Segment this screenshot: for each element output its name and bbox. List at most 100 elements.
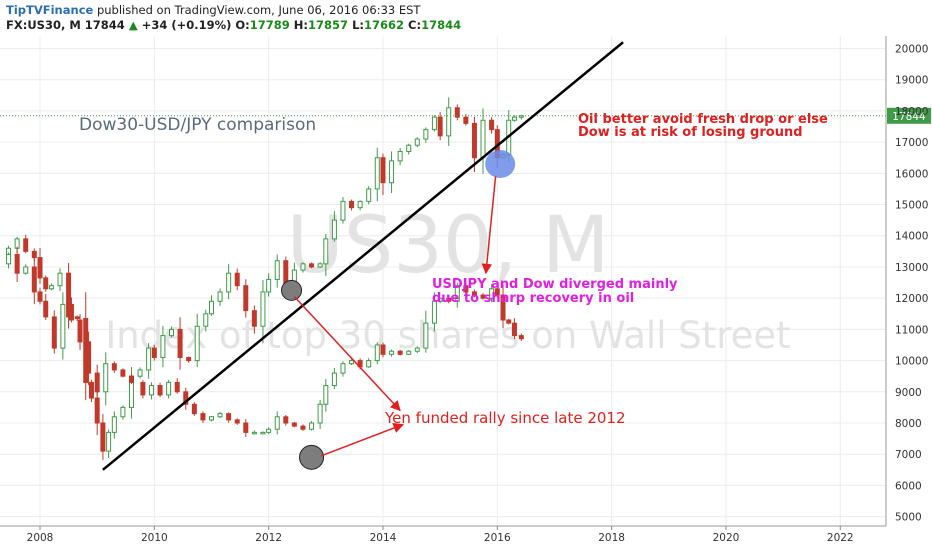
x-tick-label: 2020: [713, 532, 740, 544]
diverge-note-line-2: due to sharp recovery in oil: [432, 291, 634, 306]
dow-candle: [518, 114, 524, 120]
usdjpy-candle: [317, 399, 323, 430]
x-tick-label: 2022: [827, 532, 854, 544]
dow-candle: [66, 263, 72, 329]
usdjpy-candle-body: [234, 419, 240, 424]
dow-candle-body: [323, 238, 329, 265]
usdjpy-candle-body: [208, 416, 214, 421]
y-tick-label: 17000: [895, 137, 928, 149]
y-tick-label: 14000: [895, 231, 928, 243]
usdjpy-candle: [128, 373, 134, 385]
dow-candle: [380, 153, 386, 195]
dow-candle: [397, 147, 403, 166]
dow-candle-body: [37, 257, 43, 279]
usdjpy-candle-body: [23, 266, 29, 274]
usdjpy-candles: [6, 246, 524, 437]
usdjpy-candle-body: [317, 403, 323, 424]
dow-candle-body: [88, 381, 94, 399]
usdjpy-candle: [191, 402, 197, 416]
usdjpy-candle: [226, 412, 232, 423]
dow-candle-body: [518, 115, 524, 118]
y-tick-label: 19000: [895, 75, 928, 87]
dow-candle: [23, 234, 29, 254]
usdjpy-candle: [6, 252, 12, 269]
header-line-2: FX:US30, M 17844 ▲ +34 (+0.19%) O:17789 …: [6, 18, 461, 32]
arrow-yen-from-lower-circle: [320, 423, 404, 457]
usdjpy-candle: [217, 411, 223, 419]
dow-candle: [309, 262, 315, 269]
low-value: 17662: [364, 18, 405, 32]
usdjpy-candle-body: [217, 413, 223, 418]
usdjpy-candle-body: [480, 294, 486, 299]
dow-candle: [357, 200, 363, 211]
dow-candle: [37, 247, 43, 284]
dow-candle: [226, 264, 232, 300]
usdjpy-candle-body: [471, 291, 477, 296]
usdjpy-candle: [506, 318, 512, 325]
y-tick-label: 9000: [895, 387, 922, 399]
usdjpy-candle-body: [437, 297, 443, 302]
close-label: C:: [408, 18, 422, 32]
usdjpy-candle: [471, 289, 477, 298]
dow-candle: [437, 112, 443, 141]
dow-candle-body: [397, 150, 403, 162]
dow-candle-body: [357, 200, 363, 209]
y-tick-label: 18000: [895, 106, 928, 118]
dow-candle-body: [106, 431, 112, 452]
dow-candle-body: [340, 200, 346, 221]
usdjpy-candle: [323, 378, 329, 412]
usdjpy-candle: [260, 431, 266, 435]
dow-candle: [57, 268, 63, 291]
usdjpy-candle: [111, 361, 117, 373]
usdjpy-candle: [166, 379, 172, 399]
usdjpy-candle-body: [323, 385, 329, 405]
usdjpy-candle-body: [283, 416, 289, 424]
dow-candle-body: [423, 129, 429, 140]
dow-candle: [480, 108, 486, 174]
usdjpy-candle: [309, 421, 315, 431]
usdjpy-candle: [389, 349, 395, 357]
dow-candle-body: [203, 313, 209, 327]
dow-candle: [111, 411, 117, 439]
dow-candle: [511, 115, 517, 122]
symbol-label[interactable]: FX:US30, M: [6, 18, 81, 32]
dow-candle-body: [66, 272, 72, 318]
chart-title-annotation: Dow30-USD/JPY comparison: [79, 115, 316, 135]
dow-candle-body: [94, 397, 100, 424]
dow-candle: [389, 151, 395, 193]
blue-circle-marker: [485, 149, 516, 178]
usdjpy-candle: [37, 287, 43, 305]
dow-candle: [194, 313, 200, 368]
dow-candle: [106, 429, 112, 458]
dow-candle: [100, 414, 106, 461]
usdjpy-candle: [140, 380, 146, 399]
usdjpy-candle: [51, 310, 57, 354]
dow-candle: [340, 197, 346, 224]
dow-candle-body: [177, 328, 183, 358]
usdjpy-candle: [423, 310, 429, 353]
usdjpy-candle: [437, 297, 443, 304]
dow-candle-body: [146, 347, 152, 371]
usdjpy-candle-body: [340, 363, 346, 374]
dow-candle-body: [168, 328, 174, 337]
usdjpy-candle-body: [94, 372, 100, 393]
usdjpy-candle: [243, 419, 249, 437]
usdjpy-candle: [274, 411, 280, 435]
dow-candle-body: [349, 200, 355, 209]
usdjpy-candle: [366, 358, 372, 368]
dow-candle-body: [489, 119, 495, 131]
dow-candle: [146, 343, 152, 379]
usdjpy-candle-body: [494, 288, 500, 296]
dow-candle-body: [274, 260, 280, 280]
usdjpy-candle-body: [174, 381, 180, 393]
x-tick-label: 2016: [484, 532, 511, 544]
author-link[interactable]: TipTVFinance: [6, 3, 94, 17]
usdjpy-candle: [518, 333, 524, 341]
usdjpy-candle-body: [86, 341, 92, 374]
dow-candle-body: [300, 263, 306, 271]
usdjpy-candle-body: [243, 422, 249, 433]
y-tick-label: 5000: [895, 512, 922, 524]
usdjpy-candle-body: [274, 416, 280, 430]
usdjpy-candle-body: [43, 300, 49, 318]
